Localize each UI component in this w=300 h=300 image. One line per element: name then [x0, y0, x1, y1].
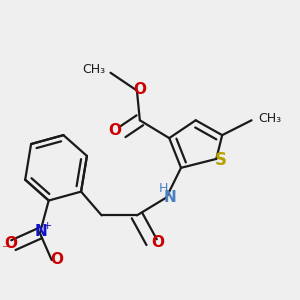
- Text: H: H: [159, 182, 168, 195]
- Text: +: +: [43, 221, 52, 231]
- Text: O: O: [108, 123, 122, 138]
- Text: O: O: [4, 236, 17, 251]
- Text: O: O: [133, 82, 146, 97]
- Text: N: N: [35, 224, 48, 239]
- Text: O: O: [151, 235, 164, 250]
- Text: O: O: [50, 253, 63, 268]
- Text: CH₃: CH₃: [82, 63, 105, 76]
- Text: N: N: [164, 190, 176, 205]
- Text: ⁻: ⁻: [2, 244, 9, 257]
- Text: CH₃: CH₃: [258, 112, 281, 125]
- Text: S: S: [215, 152, 227, 169]
